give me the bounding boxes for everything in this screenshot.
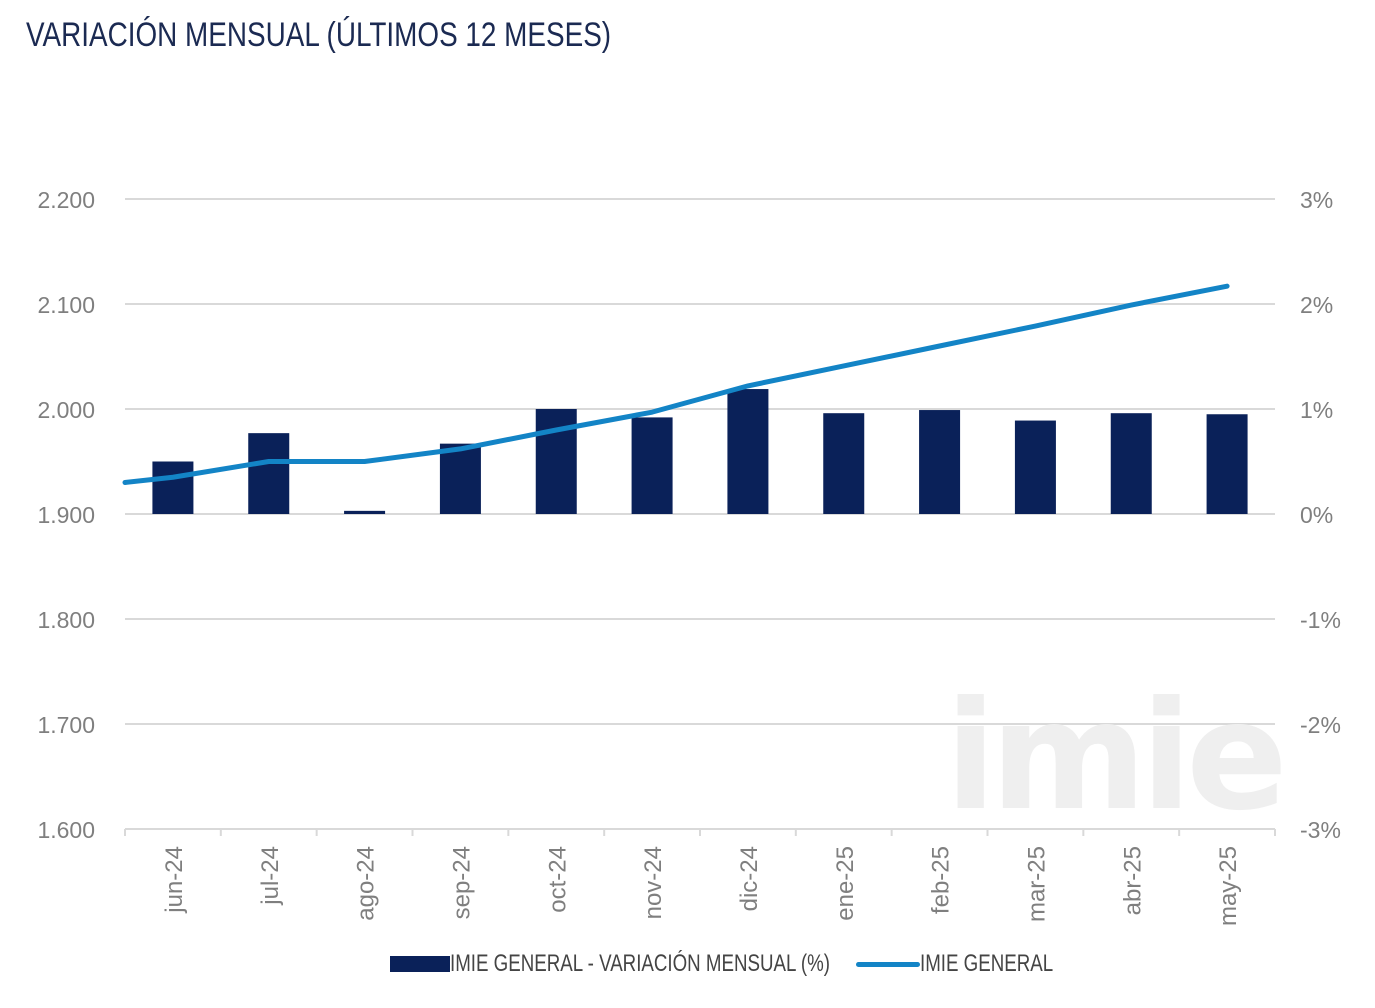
x-tick-label: jun-24: [161, 846, 188, 914]
y-right-tick-label: -1%: [1300, 607, 1341, 633]
x-tick-label: mar-25: [1023, 846, 1050, 922]
bar-sep-24: [439, 443, 481, 514]
x-tick-label: oct-24: [544, 846, 571, 913]
bar-jun-24: [152, 461, 194, 514]
y-right-tick-label: 2%: [1300, 292, 1333, 318]
bar-jul-24: [248, 433, 290, 514]
x-tick-label: feb-25: [928, 846, 955, 914]
bar-dic-24: [727, 389, 769, 514]
y-right-tick-label: -3%: [1300, 817, 1341, 843]
bar-mar-25: [1014, 420, 1056, 514]
bar-feb-25: [919, 410, 961, 514]
y-left-tick-label: 2.100: [37, 292, 95, 318]
chart-canvas: 1.600 1.700 1.800 1.900 2.000 2.100 2.200 -3% -2…: [37, 187, 1341, 926]
y-right-tick-label: 0%: [1300, 502, 1333, 528]
y-right-tick-label: -2%: [1300, 712, 1341, 738]
y-left-tick-label: 2.000: [37, 397, 95, 423]
x-tick-label: sep-24: [448, 846, 475, 919]
y-left-tick-label: 1.700: [37, 712, 95, 738]
x-tick-label: jul-24: [257, 846, 284, 906]
legend-label-line: IMIE GENERAL: [920, 950, 1054, 977]
legend-bar-swatch: [390, 956, 450, 972]
x-tick-label: dic-24: [736, 846, 763, 911]
x-tick-label: may-25: [1215, 846, 1242, 926]
bar-may-25: [1206, 414, 1248, 514]
imie-watermark-logo: imie: [945, 670, 1282, 844]
bar-ene-25: [823, 413, 865, 514]
line-imie-general: [122, 283, 1230, 485]
bar-oct-24: [535, 409, 577, 514]
chart-title: VARIACIÓN MENSUAL (ÚLTIMOS 12 MESES): [26, 16, 612, 54]
bar-ago-24: [344, 510, 386, 514]
x-tick-label: nov-24: [640, 846, 667, 919]
y-right-tick-label: 3%: [1300, 187, 1333, 213]
x-tick-label: ago-24: [353, 846, 380, 921]
y-left-tick-label: 1.800: [37, 607, 95, 633]
chart-legend: IMIE GENERAL - VARIACIÓN MENSUAL (%) IMI…: [0, 950, 1375, 980]
y-right-tick-label: 1%: [1300, 397, 1333, 423]
legend-label-bars: IMIE GENERAL - VARIACIÓN MENSUAL (%): [450, 950, 831, 977]
y-left-tick-label: 1.900: [37, 502, 95, 528]
legend-line-swatch: [856, 961, 920, 967]
legend-item-bars: IMIE GENERAL - VARIACIÓN MENSUAL (%): [390, 950, 937, 978]
bar-nov-24: [631, 417, 673, 514]
legend-item-line: IMIE GENERAL: [856, 950, 1091, 978]
x-tick-label: ene-25: [832, 846, 859, 921]
y-left-tick-label: 1.600: [37, 817, 95, 843]
y-left-tick-label: 2.200: [37, 187, 95, 213]
bar-abr-25: [1110, 413, 1152, 514]
x-tick-label: abr-25: [1119, 846, 1146, 915]
